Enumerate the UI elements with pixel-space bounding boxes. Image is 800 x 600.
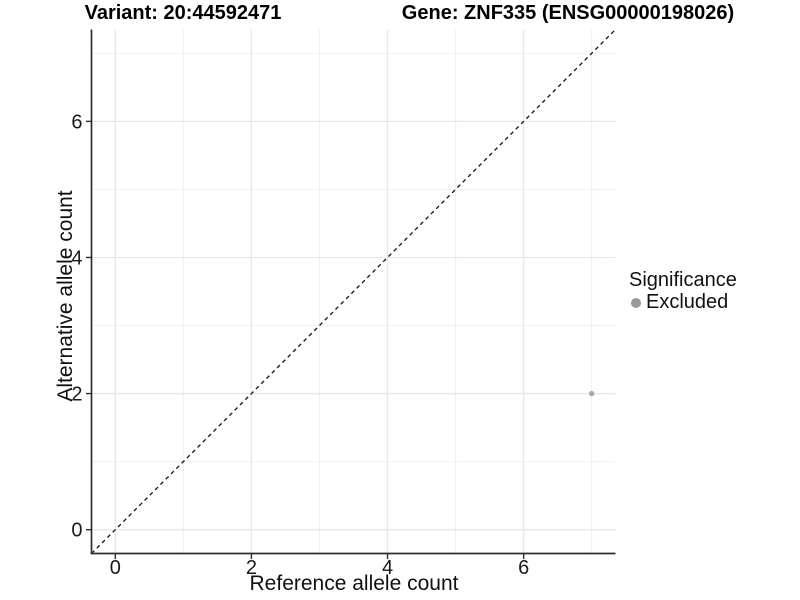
identity-line: [91, 29, 616, 554]
x-tick-label: 0: [110, 557, 121, 579]
x-axis-title: Reference allele count: [249, 572, 459, 595]
y-tick-label: 4: [71, 247, 82, 269]
legend-item-label: Excluded: [646, 291, 729, 313]
x-tick-label: 6: [518, 557, 529, 579]
legend-item-excluded: Excluded: [629, 292, 737, 313]
x-tick-label: 4: [382, 557, 393, 579]
y-tick-label: 6: [71, 111, 82, 133]
legend: Significance Excluded: [629, 270, 737, 313]
y-tick-label: 0: [71, 520, 82, 542]
chart-title-variant: Variant: 20:44592471: [84, 2, 282, 24]
y-axis-title: Alternative allele count: [54, 190, 77, 402]
y-tick-label: 2: [71, 384, 82, 406]
x-tick-label: 2: [246, 557, 257, 579]
chart-title-gene: Gene: ZNF335 (ENSG00000198026): [401, 2, 735, 24]
legend-title: Significance: [629, 269, 737, 291]
data-point: [588, 390, 595, 397]
legend-point-icon: [631, 297, 641, 308]
